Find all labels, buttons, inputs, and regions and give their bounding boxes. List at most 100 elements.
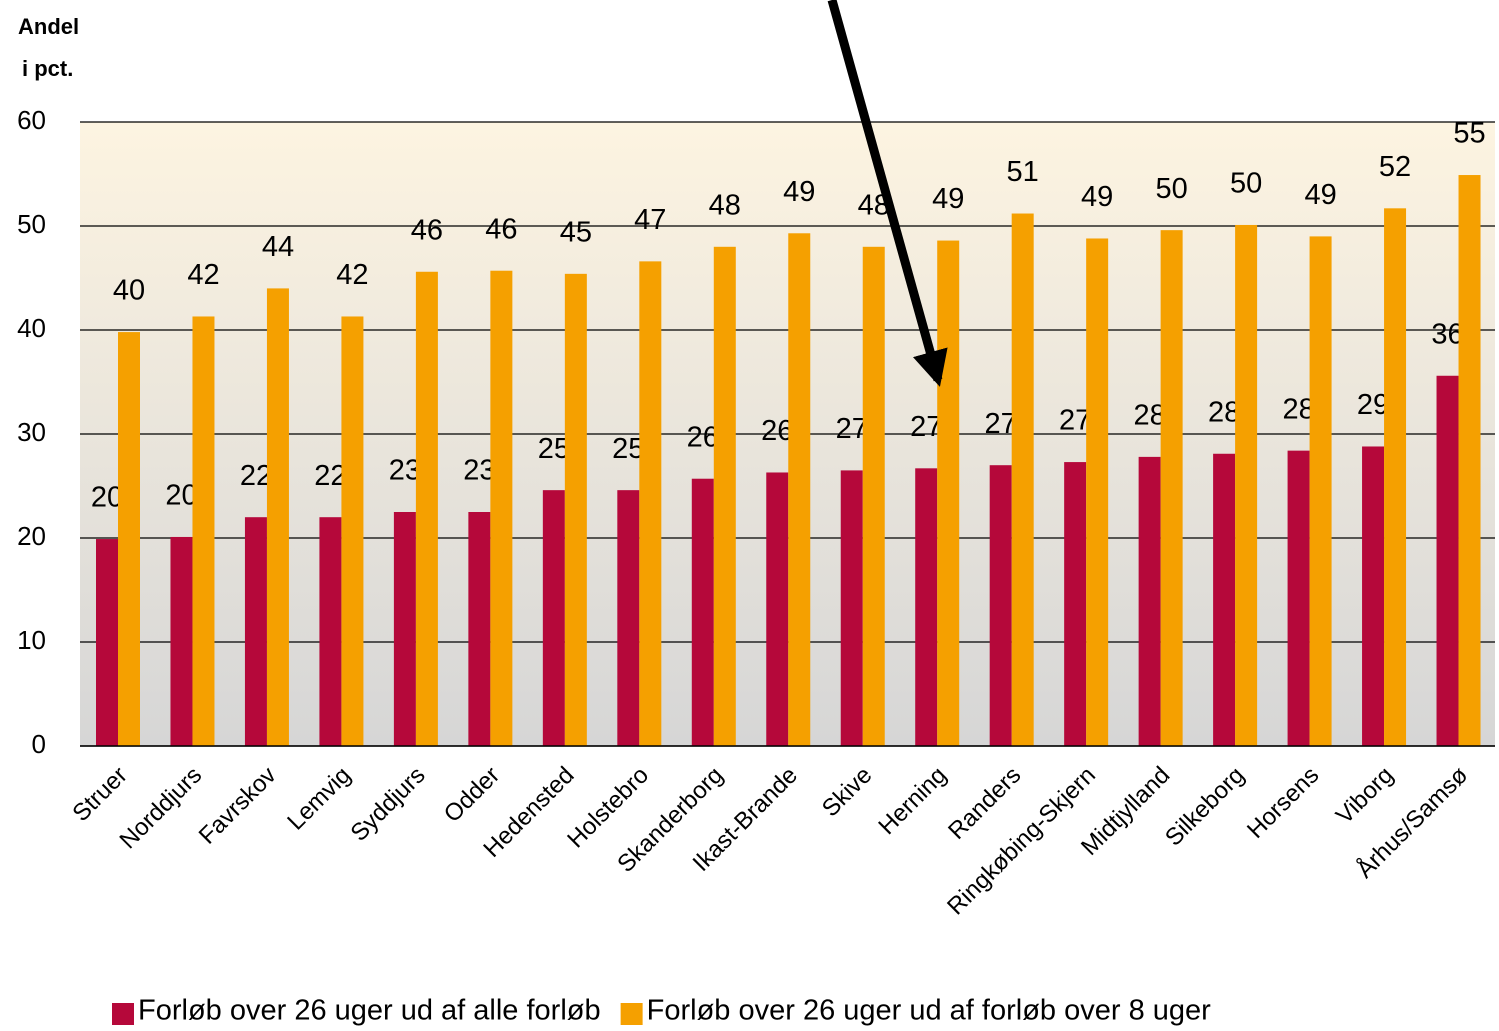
x-tick-label: Horsens [1242,762,1324,844]
data-label: 49 [1081,181,1113,213]
data-label: 42 [336,259,368,291]
data-label: 50 [1230,168,1262,200]
bar [118,332,140,746]
bar [691,478,714,746]
bar [542,490,565,746]
x-tick-label: Silkeborg [1160,762,1250,852]
data-label: 49 [1304,179,1336,211]
y-tick-label: 20 [17,521,46,551]
legend-label: Forløb over 26 uger ud af forløb over 8 … [647,995,1212,1027]
bar [1160,230,1183,746]
y-tick-label: 30 [17,417,46,447]
bar [713,246,736,747]
bar [862,246,885,747]
bar [989,465,1012,746]
data-label: 22 [240,460,272,492]
data-label: 49 [932,183,964,215]
bar [1309,236,1332,746]
bar [1064,462,1087,746]
data-label: 42 [187,259,219,291]
x-tick-label: Syddjurs [346,762,431,847]
y-axis-label: Andel [18,14,79,39]
bar [1011,213,1034,746]
bar [490,270,513,746]
data-label: 27 [985,408,1017,440]
bar [96,539,118,746]
bar [393,512,416,746]
y-tick-label: 0 [32,729,46,759]
data-label: 26 [687,421,719,453]
legend-swatch [112,1003,134,1025]
data-label: 20 [165,480,197,512]
data-label: 28 [1208,396,1240,428]
data-label: 36 [1431,318,1463,350]
data-label: 22 [314,460,346,492]
x-tick-label: Favrskov [194,762,282,850]
bar [639,261,662,746]
bar [617,490,640,746]
bar [1384,208,1407,746]
data-label: 20 [91,482,123,514]
data-label: 51 [1007,156,1039,188]
data-label: 48 [709,189,741,221]
bar [1086,238,1109,747]
data-label: 55 [1453,118,1485,150]
bar [564,273,587,746]
y-tick-label: 40 [17,313,46,343]
data-label: 27 [910,411,942,443]
data-label: 28 [1282,393,1314,425]
bar [192,316,215,746]
x-tick-label: Norddjurs [115,762,208,855]
bar [244,517,267,746]
bar [266,288,289,746]
legend-label: Forløb over 26 uger ud af alle forløb [138,995,601,1027]
legend-swatch [620,1003,643,1025]
annotation-arrow [827,0,948,387]
bar [1213,453,1236,746]
bar [170,536,193,746]
x-tick-label: Lemvig [282,762,356,836]
data-label: 44 [262,231,294,263]
y-tick-label: 50 [17,209,46,239]
data-label: 52 [1379,151,1411,183]
x-tick-label: Herning [873,762,952,841]
bar [1287,450,1310,746]
bar [319,517,342,746]
bar [415,271,438,746]
data-label: 40 [113,275,145,307]
bar [766,472,789,746]
bar [468,512,491,746]
data-label: 47 [634,204,666,236]
bar [1436,375,1459,746]
bar [840,470,863,746]
bar [788,233,811,746]
y-tick-label: 60 [17,105,46,135]
bar [937,240,960,746]
data-label: 49 [783,176,815,208]
data-label: 46 [485,213,517,245]
bar [1362,446,1385,746]
x-tick-label: Struer [67,762,132,827]
bar [341,316,364,746]
data-label: 25 [612,433,644,465]
y-tick-label: 10 [17,625,46,655]
bar [1235,224,1258,746]
x-tick-label: Odder [439,762,505,828]
data-label: 28 [1133,400,1165,432]
x-tick-label: Skive [817,762,878,823]
data-label: 27 [836,413,868,445]
bar [915,468,938,746]
data-label: 45 [560,216,592,248]
y-axis-label: i pct. [22,56,73,81]
data-label: 26 [761,415,793,447]
data-label: 25 [538,433,570,465]
data-label: 29 [1357,389,1389,421]
x-tick-label: Viborg [1331,762,1399,830]
data-label: 46 [411,214,443,246]
bar [1458,175,1481,747]
data-label: 23 [463,455,495,487]
data-label: 27 [1059,405,1091,437]
data-label: 50 [1155,173,1187,205]
data-label: 23 [389,455,421,487]
